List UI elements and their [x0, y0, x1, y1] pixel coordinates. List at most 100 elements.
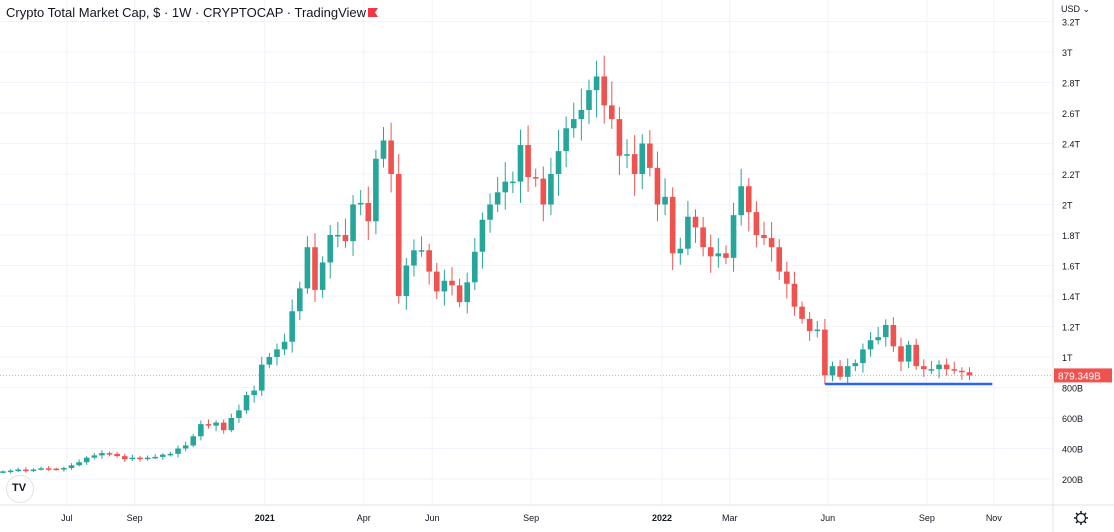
candle-body [616, 119, 623, 156]
candle-body [23, 469, 29, 472]
candle-body [540, 178, 547, 205]
candle-body [928, 369, 935, 371]
last-price-badge [1054, 368, 1112, 383]
candle-body [91, 455, 98, 458]
candle-body [532, 177, 539, 179]
candle-body [921, 366, 927, 370]
candle-body [662, 196, 668, 205]
candle-body [403, 265, 410, 296]
candle-body [913, 344, 919, 367]
y-tick-label: 1.6T [1062, 262, 1081, 272]
candle-body [121, 456, 128, 460]
candle-body [380, 140, 387, 159]
candle-body [692, 216, 699, 228]
x-tick-label: Mar [722, 513, 738, 523]
candle-body [342, 235, 349, 242]
candle-body [441, 280, 448, 292]
y-tick-label: 1.2T [1062, 323, 1081, 333]
candle-body [266, 357, 273, 365]
candle-body [570, 119, 577, 129]
chart-title: Crypto Total Market Cap, $ · 1W · CRYPTO… [6, 5, 367, 20]
candle-body [700, 227, 706, 248]
candle-body [601, 76, 607, 106]
candle-body [83, 457, 90, 463]
candle-body [806, 318, 813, 332]
currency-selector[interactable]: USD ⌄ [1061, 4, 1091, 14]
candle-body [388, 140, 394, 174]
x-tick-label: 2022 [652, 513, 672, 523]
candle-body [784, 271, 790, 284]
candle-body [357, 202, 364, 205]
candle-body [182, 445, 189, 449]
y-tick-label: 2.4T [1062, 140, 1081, 150]
candle-body [144, 457, 151, 460]
candle-body [510, 181, 516, 184]
candle-body [205, 424, 212, 426]
logo-text: TV [12, 482, 27, 494]
candle-body [723, 253, 729, 258]
y-tick-label: 2.8T [1062, 79, 1081, 89]
candle-body [959, 370, 965, 373]
candle-body [15, 469, 22, 472]
candle-body [365, 202, 372, 222]
candle-body [30, 469, 37, 472]
candle-body [228, 418, 235, 431]
candle-body [243, 395, 250, 411]
tradingview-logo[interactable]: TV [6, 475, 34, 503]
candle-body [114, 453, 120, 457]
candle-body [296, 288, 303, 312]
candle-body [730, 215, 737, 258]
flag-icon[interactable] [368, 8, 378, 17]
candle-body [631, 154, 638, 174]
candle-body [966, 372, 973, 376]
candle-body [578, 109, 585, 120]
candle-body [548, 174, 554, 205]
candle-body [761, 235, 767, 239]
candle-body [167, 453, 174, 456]
candle-body [350, 204, 356, 242]
candle-body [175, 448, 181, 454]
candle-body [487, 204, 493, 220]
y-tick-label: 2.2T [1062, 170, 1081, 180]
x-tick-label: Jun [425, 513, 440, 523]
candle-body [555, 151, 562, 174]
candle-body [449, 280, 455, 286]
candle-body [433, 271, 440, 292]
candle-body [943, 364, 950, 370]
candle-body [936, 364, 942, 370]
candle-body [0, 471, 6, 473]
candle-body [822, 329, 828, 376]
candle-body [677, 248, 684, 254]
candle-body [152, 456, 158, 459]
candle-body [68, 465, 75, 469]
candle-body [129, 457, 136, 460]
candle-body [593, 76, 600, 91]
x-tick-label: Jun [821, 513, 836, 523]
candle-body [852, 363, 859, 367]
candle-body [464, 282, 471, 303]
candle-body [312, 247, 318, 290]
candle-body [654, 167, 661, 205]
x-tick-label: Apr [357, 513, 371, 523]
candle-body [624, 154, 630, 156]
candle-body [45, 468, 52, 470]
candle-body [517, 145, 524, 182]
candle-body [258, 364, 265, 391]
candle-body [494, 192, 501, 205]
candle-body [479, 219, 486, 252]
candle-body [890, 324, 897, 347]
candle-body [882, 324, 889, 338]
candle-body [7, 470, 14, 473]
x-tick-label: Sep [919, 513, 935, 523]
candle-body [609, 105, 615, 120]
candle-body [190, 436, 197, 446]
candle-body [586, 90, 592, 110]
candle-body [213, 422, 219, 426]
gear-icon[interactable] [1073, 510, 1089, 526]
candle-body [951, 369, 958, 371]
y-tick-label: 1T [1062, 353, 1073, 363]
last-price-label: 879.349B [1058, 371, 1101, 382]
x-tick-label: Sep [127, 513, 143, 523]
candle-body [898, 346, 904, 362]
